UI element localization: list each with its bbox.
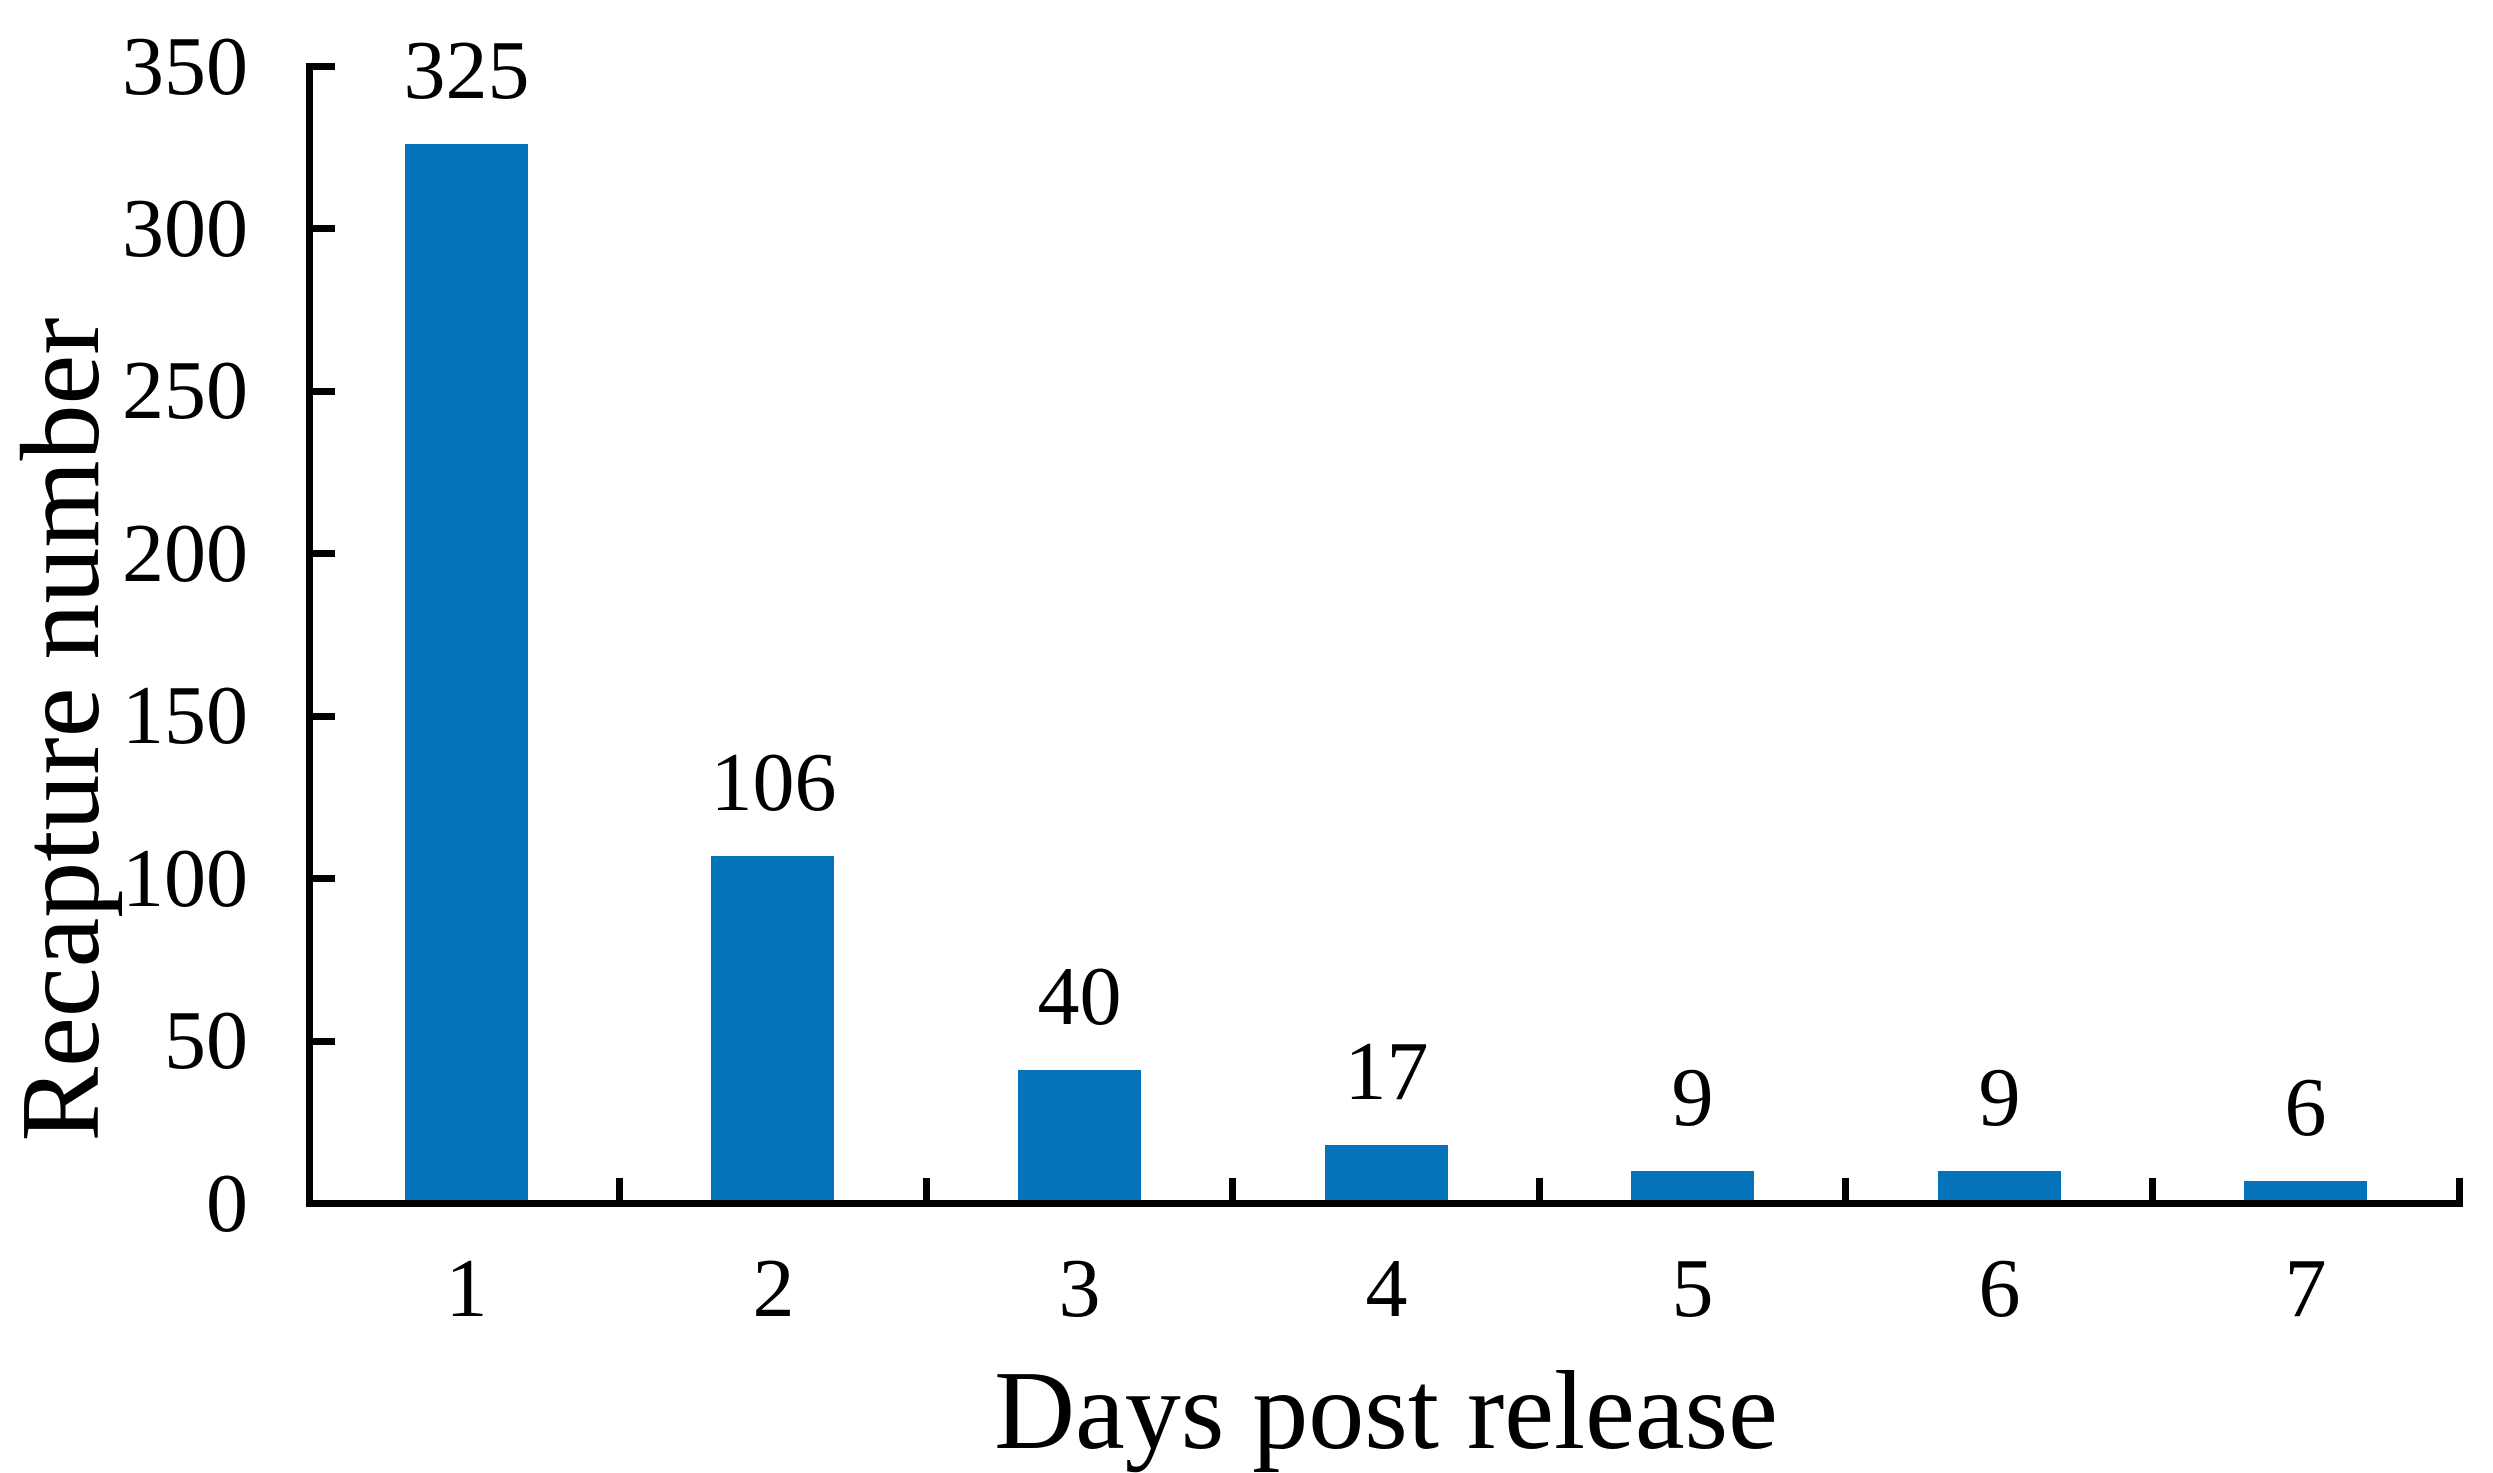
x-tick-label: 4 <box>1365 1242 1408 1335</box>
x-tick-label: 1 <box>445 1242 488 1335</box>
bar <box>405 144 528 1200</box>
bar-value-label: 325 <box>403 24 530 117</box>
plot-area: 325 106 40 17 9 9 6 <box>313 26 2463 1200</box>
y-tick-label: 0 <box>206 1157 248 1250</box>
y-tick-mark <box>313 1038 335 1045</box>
y-tick-label: 100 <box>122 832 248 925</box>
bar-value-label: 9 <box>1671 1051 1714 1144</box>
bar <box>2244 1181 2367 1200</box>
y-tick-mark <box>313 550 335 557</box>
x-tick-mark <box>923 1178 930 1200</box>
x-tick-label: 7 <box>2284 1242 2327 1335</box>
x-tick-label: 6 <box>1978 1242 2021 1335</box>
y-tick-label: 50 <box>164 994 248 1087</box>
x-tick-mark <box>1842 1178 1849 1200</box>
bar <box>1631 1171 1754 1200</box>
bar-value-label: 6 <box>2284 1061 2327 1154</box>
x-tick-mark <box>616 1178 623 1200</box>
bar-value-label: 40 <box>1037 950 1122 1043</box>
y-axis-line <box>306 63 313 1207</box>
bar <box>1018 1070 1141 1200</box>
x-tick-mark <box>1229 1178 1236 1200</box>
bar <box>1325 1145 1448 1200</box>
y-tick-label: 250 <box>122 344 248 437</box>
y-tick-mark <box>313 63 335 70</box>
bar-value-label: 106 <box>710 736 837 829</box>
x-tick-mark <box>1536 1178 1543 1200</box>
y-tick-mark <box>313 388 335 395</box>
x-tick-label: 5 <box>1671 1242 1714 1335</box>
y-tick-mark <box>313 225 335 232</box>
x-tick-mark <box>2149 1178 2156 1200</box>
y-tick-mark <box>313 713 335 720</box>
x-axis-title: Days post release <box>994 1349 1778 1473</box>
bar <box>711 856 834 1200</box>
y-tick-label: 150 <box>122 669 248 762</box>
bar-value-label: 9 <box>1978 1051 2021 1144</box>
x-axis-line <box>306 1200 2463 1207</box>
y-tick-mark <box>313 875 335 882</box>
x-tick-mark <box>2456 1178 2463 1200</box>
bar <box>1938 1171 2061 1200</box>
x-tick-label: 3 <box>1058 1242 1101 1335</box>
y-tick-label: 200 <box>122 507 248 600</box>
bar-value-label: 17 <box>1344 1025 1429 1118</box>
y-tick-label: 350 <box>122 20 248 113</box>
x-tick-label: 2 <box>752 1242 795 1335</box>
y-tick-label: 300 <box>122 182 248 275</box>
